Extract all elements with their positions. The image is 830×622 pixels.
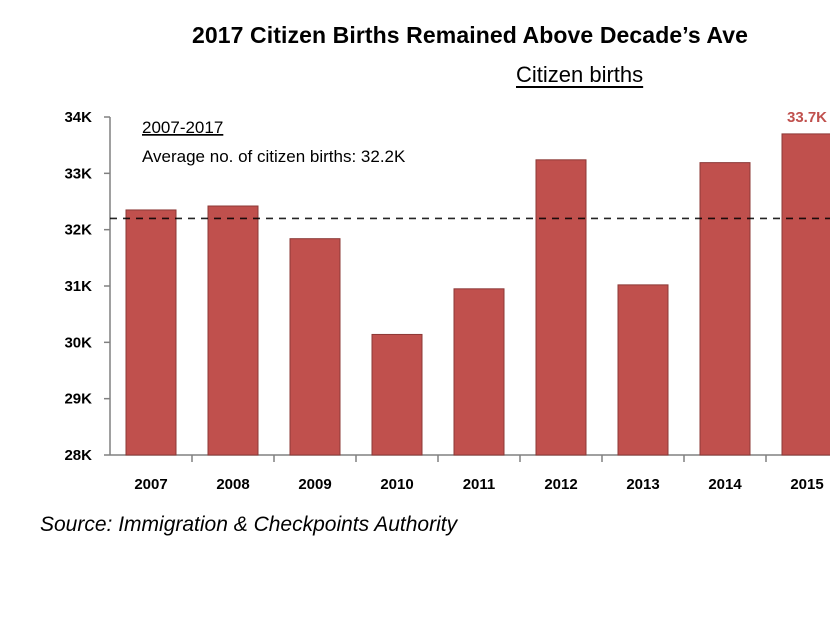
annotation-average: Average no. of citizen births: 32.2K <box>142 147 406 166</box>
bar <box>207 205 259 456</box>
x-tick-label: 2008 <box>216 476 249 493</box>
y-tick-label: 33K <box>64 165 92 182</box>
value-label: 33.7K <box>787 109 827 126</box>
bar <box>371 333 423 456</box>
bar <box>453 288 505 456</box>
y-tick-label: 31K <box>64 278 92 295</box>
x-tick-label: 2015 <box>790 476 823 493</box>
x-tick-label: 2007 <box>134 476 167 493</box>
source-note: Source: Immigration & Checkpoints Author… <box>40 513 458 536</box>
x-tick-label: 2012 <box>544 476 577 493</box>
y-tick-label: 28K <box>64 447 92 464</box>
x-tick-label: 2011 <box>463 476 496 493</box>
x-tick-label: 2014 <box>708 476 742 493</box>
chart-title: 2017 Citizen Births Remained Above Decad… <box>192 22 749 48</box>
chart-subtitle: Citizen births <box>516 62 644 87</box>
y-tick-label: 29K <box>64 391 92 408</box>
bar <box>781 133 830 456</box>
bar <box>289 238 341 456</box>
bar <box>535 159 587 456</box>
bar <box>617 284 669 456</box>
x-tick-label: 2013 <box>626 476 659 493</box>
bar <box>125 209 177 456</box>
x-tick-label: 2009 <box>298 476 331 493</box>
y-tick-label: 34K <box>64 109 92 126</box>
bar <box>699 162 751 456</box>
y-tick-label: 32K <box>64 222 92 239</box>
annotation-period: 2007-2017 <box>142 118 223 137</box>
x-tick-label: 2010 <box>380 476 413 493</box>
y-tick-label: 30K <box>64 334 92 351</box>
